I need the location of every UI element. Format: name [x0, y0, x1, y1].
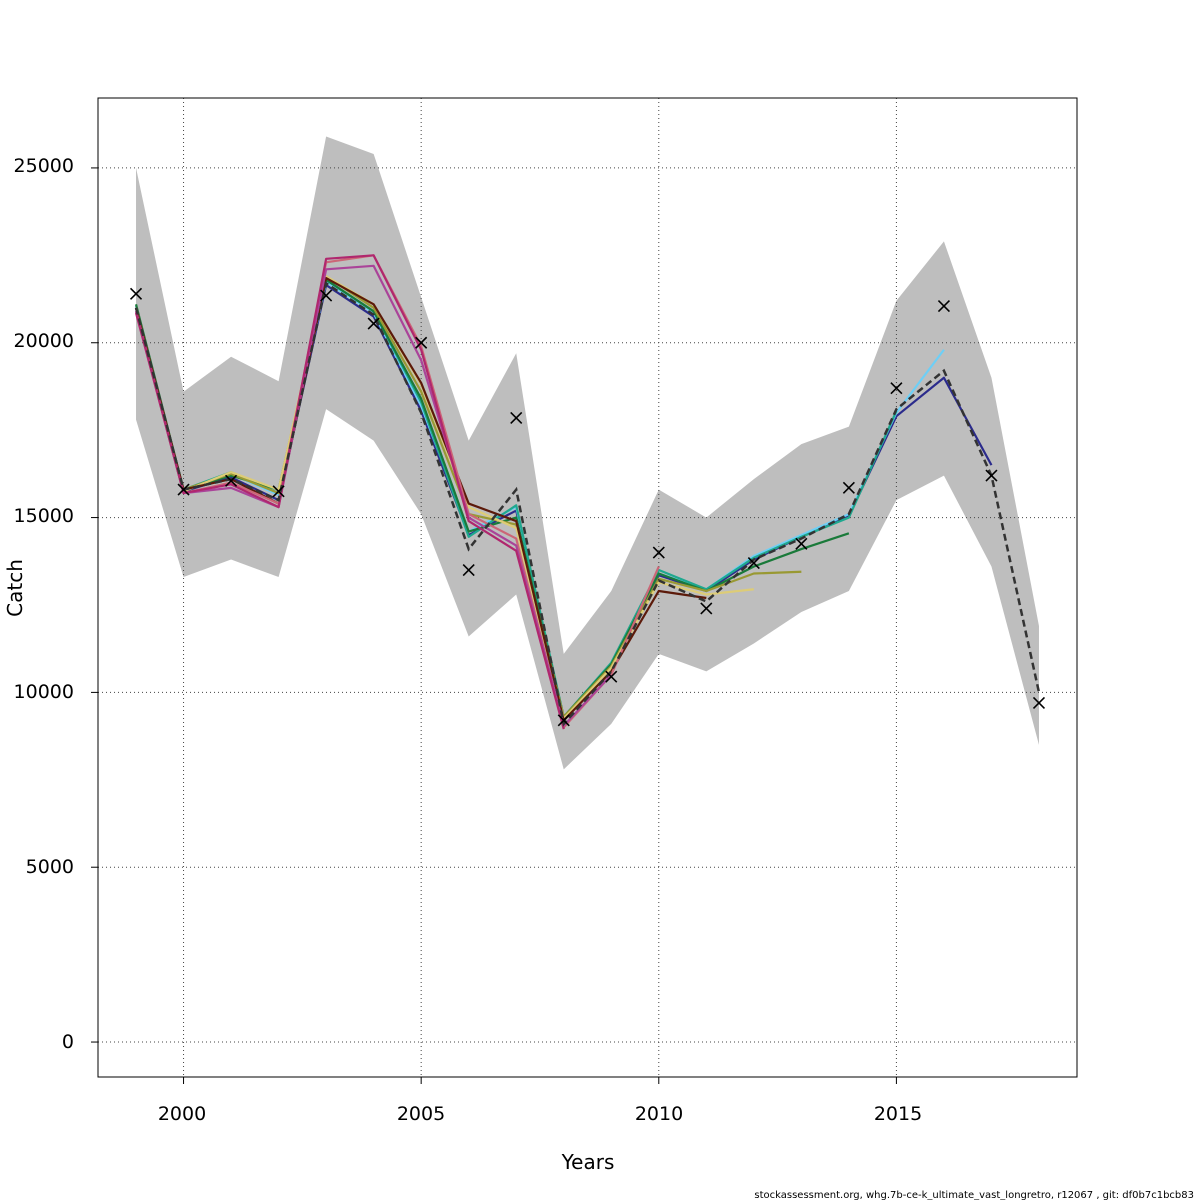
observed-marker-stroke	[510, 411, 523, 424]
y-tick-label: 15000	[14, 505, 74, 527]
x-tick-label: 2000	[158, 1103, 206, 1125]
y-tick-label: 0	[62, 1031, 74, 1053]
footer-credit: stockassessment.org, whg.7b-ce-k_ultimat…	[754, 1190, 1194, 1200]
plot-frame	[97, 97, 1078, 1078]
reference-line-layer	[134, 281, 1041, 727]
observed-point	[747, 556, 760, 570]
y-tick-label: 25000	[14, 155, 74, 177]
retro-series-line	[134, 254, 565, 730]
y-tick-label: 20000	[14, 330, 74, 352]
x-tick-label: 2015	[874, 1103, 922, 1125]
observed-point	[462, 563, 475, 577]
observed-point	[367, 317, 380, 330]
observed-point	[177, 483, 190, 496]
observed-point	[225, 474, 238, 487]
observed-marker-stroke	[367, 317, 380, 330]
observed-point	[700, 602, 713, 615]
y-tick-label: 10000	[14, 681, 74, 703]
observed-point	[795, 537, 808, 550]
observed-marker-stroke	[129, 287, 143, 300]
observed-point	[890, 382, 903, 395]
observed-marker-stroke	[937, 299, 950, 313]
observed-point	[985, 469, 998, 482]
observed-point	[557, 714, 570, 727]
observed-marker-stroke	[320, 289, 333, 302]
observed-point	[1032, 696, 1046, 709]
confidence-band-layer	[136, 136, 1039, 770]
reference-line	[134, 281, 1041, 727]
observed-point	[937, 299, 950, 313]
observed-point	[652, 546, 665, 559]
observed-point	[510, 411, 523, 424]
observed-marker-stroke	[415, 336, 428, 349]
retro-series-line	[134, 264, 613, 727]
observed-marker-stroke	[177, 483, 190, 496]
observed-marker-stroke	[462, 563, 475, 577]
observed-point	[272, 485, 285, 498]
observed-point	[129, 287, 143, 300]
x-tick-label: 2005	[397, 1103, 445, 1125]
y-axis-title: Catch	[3, 559, 27, 617]
x-tick-label: 2010	[635, 1103, 683, 1125]
observed-marker-stroke	[557, 714, 570, 727]
observed-marker-stroke	[700, 602, 713, 615]
observed-points-layer	[129, 287, 1046, 727]
confidence-band	[136, 136, 1039, 770]
observed-point	[842, 481, 855, 494]
observed-marker-stroke	[652, 546, 665, 559]
observed-point	[605, 670, 618, 683]
observed-marker-stroke	[225, 474, 238, 487]
observed-marker-stroke	[842, 481, 855, 494]
observed-marker-stroke	[890, 382, 903, 395]
observed-point	[320, 289, 333, 302]
observed-marker-stroke	[795, 537, 808, 550]
grid-layer	[91, 98, 1077, 1084]
observed-marker-stroke	[985, 469, 998, 482]
observed-marker-stroke	[605, 670, 618, 683]
observed-marker-stroke	[272, 485, 285, 498]
x-axis-title: Years	[561, 1150, 615, 1174]
observed-marker-stroke	[747, 556, 760, 570]
y-tick-label: 5000	[26, 856, 74, 878]
observed-marker-stroke	[1032, 696, 1046, 709]
observed-point	[415, 336, 428, 349]
